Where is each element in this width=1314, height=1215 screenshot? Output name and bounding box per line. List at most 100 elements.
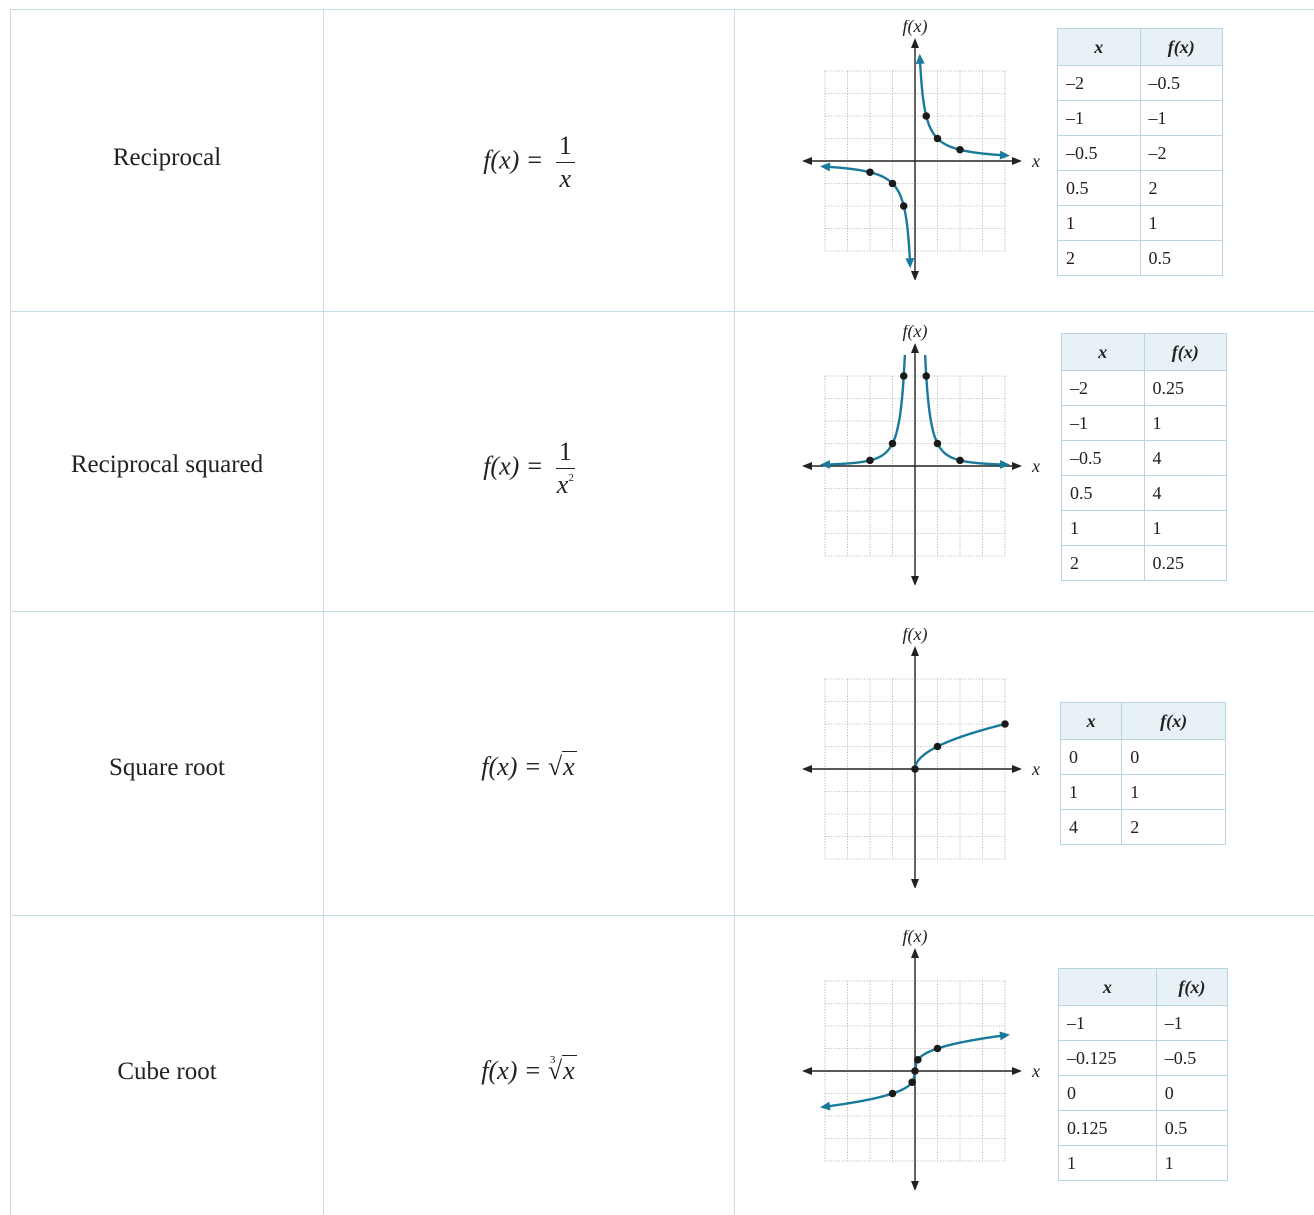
cell-x: 1	[1061, 510, 1145, 546]
fraction-denominator: x2	[557, 469, 574, 498]
cell-fx: –0.5	[1155, 1040, 1229, 1076]
cell-fx: 0.5	[1139, 240, 1223, 276]
table-row: –0.125 –0.5	[1058, 1040, 1229, 1076]
curve-arrowhead	[999, 150, 1010, 160]
y-axis-arrow	[911, 646, 919, 656]
values-table: x f(x) –1 –1 –0.125 –0.5 0 0 0.125 0.5 1 1	[1058, 968, 1229, 1181]
function-curve	[923, 354, 1006, 466]
cell-fx: –1	[1139, 100, 1223, 136]
table-header-row: x f(x)	[1061, 333, 1227, 371]
cell-x: 1	[1059, 774, 1123, 810]
denominator-base: x	[556, 470, 569, 499]
curve-arrowhead	[820, 459, 831, 469]
header-x: x	[1057, 28, 1141, 66]
data-point	[899, 202, 908, 210]
row-divider	[10, 915, 1314, 916]
data-point	[908, 1078, 916, 1087]
y-axis-label: f(x)	[903, 930, 928, 947]
data-point	[933, 1044, 942, 1053]
y-axis-arrow	[911, 271, 919, 280]
curve-arrowhead	[999, 459, 1010, 469]
x-axis-arrow	[802, 1067, 812, 1075]
curve-arrowhead	[915, 53, 925, 64]
y-axis-arrow	[911, 576, 919, 585]
data-point	[911, 765, 919, 773]
data-point	[956, 456, 964, 465]
header-fx: f(x)	[1121, 702, 1226, 740]
function-name: Cube root	[117, 1058, 217, 1085]
formula-lhs: f(x) =	[481, 752, 542, 781]
row-divider	[10, 311, 1314, 312]
x-axis-label: x	[1031, 456, 1040, 476]
col-divider	[10, 9, 11, 1215]
cell-fx: 1	[1155, 1145, 1229, 1181]
cell-fx: 4	[1143, 475, 1227, 511]
table-row: 0.125 0.5	[1058, 1110, 1229, 1146]
fraction: 1 x	[555, 133, 575, 193]
function-formula: f(x) = 1 x	[324, 133, 734, 192]
y-axis-label: f(x)	[903, 20, 928, 37]
table-row: 2 0.5	[1057, 240, 1223, 276]
cell-x: –1	[1057, 100, 1141, 136]
curve-arrowhead	[820, 1101, 831, 1111]
data-point	[888, 179, 897, 188]
formula-lhs: f(x) =	[481, 1056, 542, 1085]
data-point	[933, 742, 942, 751]
function-name: Reciprocal squared	[70, 451, 264, 478]
cell-fx: 2	[1121, 809, 1226, 845]
function-curve	[824, 165, 912, 264]
cell-x: –2	[1057, 65, 1141, 101]
values-table: x f(x) –2 –0.5 –1 –1 –0.5 –2 0.5 2 1 1 2 0.5	[1057, 28, 1223, 276]
table-header-row: x f(x)	[1057, 28, 1223, 66]
radicand: x	[562, 1055, 577, 1085]
x-axis-arrow	[1012, 765, 1022, 773]
header-x: x	[1061, 333, 1145, 371]
x-axis-arrow	[1012, 157, 1022, 165]
x-axis-arrow	[802, 157, 812, 165]
data-point	[866, 168, 874, 177]
cell-fx: 1	[1121, 774, 1226, 810]
cell-x: –0.125	[1058, 1040, 1157, 1076]
reciprocal-graph: f(x) x	[802, 20, 1040, 280]
fraction-numerator: 1	[555, 439, 575, 469]
values-table: x f(x) 0 0 1 1 4 2	[1059, 702, 1226, 845]
cell-x: 2	[1057, 240, 1141, 276]
function-formula: f(x) = 1 x2	[324, 439, 734, 498]
reciprocal-squared-graph: f(x) x	[802, 325, 1040, 585]
table-row: –0.5 4	[1061, 440, 1227, 476]
cell-fx: –0.5	[1139, 65, 1223, 101]
fraction-denominator: x	[559, 164, 572, 193]
cell-fx: 0.5	[1155, 1110, 1229, 1146]
table-row: –1 1	[1061, 405, 1227, 441]
table-row: Reciprocal squared f(x) = 1 x2	[0, 311, 1314, 611]
cell-x: –2	[1061, 370, 1145, 406]
header-x: x	[1058, 968, 1157, 1006]
data-point	[911, 1067, 919, 1075]
radical-sign: √	[547, 1056, 563, 1085]
y-axis-arrow	[911, 879, 919, 888]
fraction-numerator: 1	[555, 133, 575, 163]
y-axis-label: f(x)	[903, 628, 928, 645]
function-name: Reciprocal	[112, 144, 222, 171]
y-axis-arrow	[911, 343, 919, 353]
cell-x: 1	[1058, 1145, 1157, 1181]
cell-x: 1	[1057, 205, 1141, 241]
cell-x: 2	[1061, 545, 1145, 581]
function-name: Square root	[109, 754, 225, 781]
cell-fx: –1	[1155, 1005, 1229, 1041]
data-point	[888, 439, 897, 448]
cell-fx: –2	[1139, 135, 1223, 171]
cell-x: 0.125	[1058, 1110, 1157, 1146]
cell-x: –1	[1058, 1005, 1157, 1041]
cell-fx: 1	[1139, 205, 1223, 241]
table-row: 2 0.25	[1061, 545, 1227, 581]
data-point	[933, 439, 942, 448]
function-curve	[824, 354, 907, 466]
function-curve	[913, 722, 1006, 770]
values-table: x f(x) –2 0.25 –1 1 –0.5 4 0.5 4 1 1 2 0.25	[1061, 333, 1227, 581]
